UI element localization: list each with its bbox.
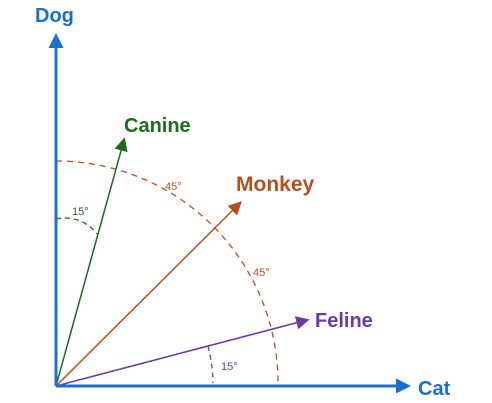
angle-arc-canine-dog: [55, 217, 98, 235]
monkey-label: Monkey: [236, 173, 315, 196]
canine-label: Canine: [124, 115, 191, 137]
feline-label: Feline: [315, 310, 373, 332]
dog-axis-label: Dog: [35, 5, 74, 27]
angle-label-canine-dog: 15°: [72, 206, 89, 218]
reference-arc: [55, 160, 279, 384]
angle-arc-feline-cat: [207, 345, 214, 384]
monkey-vector: [55, 201, 242, 387]
canine-vector: [55, 137, 128, 387]
angle-label-monkey-feline: 45°: [253, 267, 270, 279]
angle-label-feline-cat: 15°: [221, 361, 238, 373]
feline-vector: [55, 316, 310, 387]
angle-label-canine-monkey: 45°: [165, 181, 182, 193]
cat-axis-label: Cat: [418, 378, 451, 400]
